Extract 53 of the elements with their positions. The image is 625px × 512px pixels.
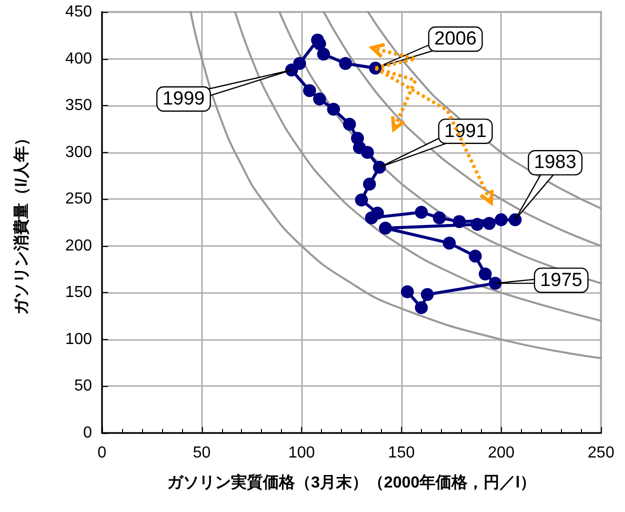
y-axis-title: ガソリン消費量（l/人年） (12, 130, 30, 315)
point (470, 218, 484, 231)
point (372, 160, 386, 174)
point (370, 206, 384, 220)
point (362, 178, 376, 191)
point (508, 213, 522, 226)
point (354, 194, 368, 207)
x-tick-label: 0 (98, 444, 107, 462)
point (313, 37, 326, 50)
y-tick-label: 150 (65, 284, 92, 302)
y-tick-label: 450 (65, 4, 92, 20)
y-tick-label: 100 (65, 330, 92, 348)
point (339, 56, 352, 70)
point (478, 267, 492, 280)
y-tick-label: 0 (83, 424, 92, 442)
y-tick-label: 400 (65, 50, 92, 68)
point (317, 48, 330, 61)
point (432, 211, 446, 224)
y-tick-label: 200 (65, 237, 92, 254)
x-tick-label: 200 (488, 444, 515, 462)
annotation: 1975 (540, 270, 582, 291)
x-tick-label: 150 (388, 444, 415, 462)
point (351, 132, 364, 145)
line-series (278, 11, 602, 284)
point (414, 301, 428, 314)
point (452, 215, 466, 228)
annotation: 2006 (434, 28, 477, 50)
line-series (322, 11, 602, 247)
x-tick-label: 250 (588, 444, 614, 462)
y-tick-label: 50 (74, 378, 92, 395)
point (293, 56, 306, 70)
annotation: 1999 (162, 88, 205, 110)
x-tick-label: 50 (192, 444, 211, 462)
point (343, 118, 356, 131)
point (482, 216, 496, 230)
point (303, 84, 316, 98)
point (414, 206, 428, 219)
point (494, 213, 508, 226)
annotation: 1983 (534, 152, 576, 174)
point (442, 236, 456, 250)
point (313, 92, 326, 106)
line-series (234, 11, 602, 322)
y-tick-label: 300 (65, 144, 92, 161)
point (400, 285, 414, 298)
point (468, 250, 482, 263)
y-tick-label: 350 (65, 97, 92, 114)
annotation: 1991 (444, 120, 487, 142)
y-tick-label: 250 (65, 190, 92, 208)
x-tick-label: 100 (288, 444, 316, 462)
x-axis-title: ガソリン実質価格（3月末）（2000年価格，円／l） (167, 472, 536, 492)
point (327, 102, 340, 116)
point (420, 288, 434, 302)
point (378, 222, 392, 235)
